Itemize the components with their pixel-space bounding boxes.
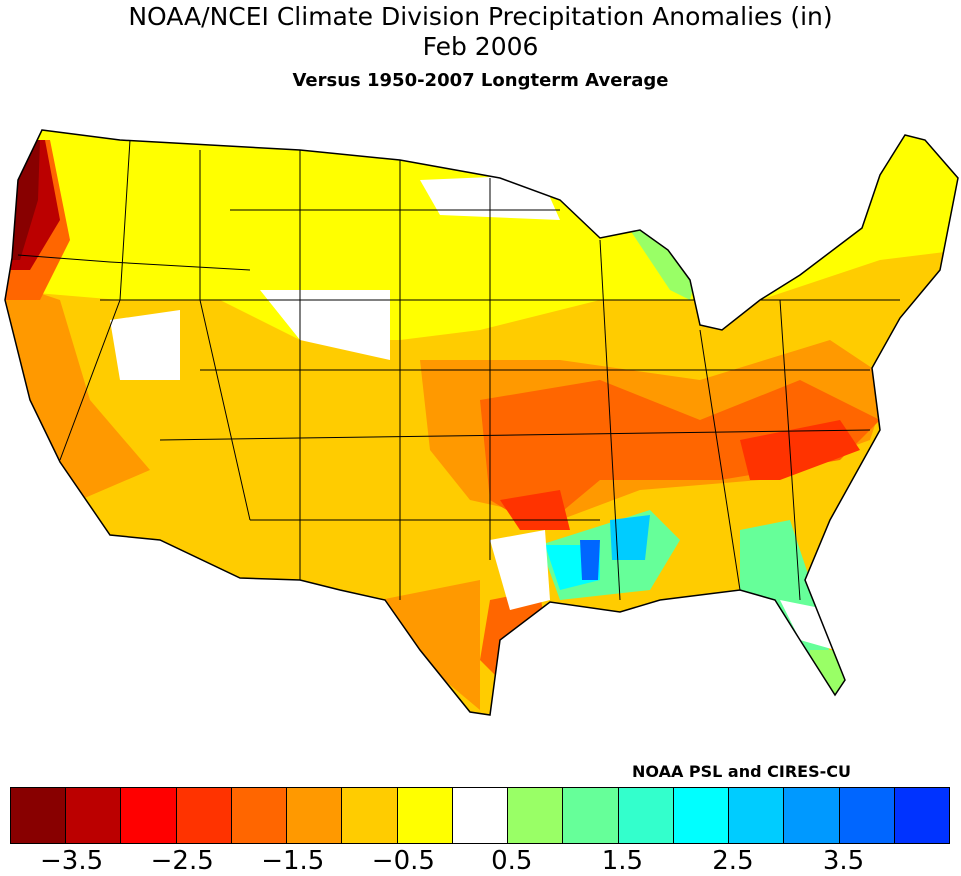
legend-swatch: [563, 788, 619, 843]
map-subtitle-baseline: Versus 1950-2007 Longterm Average: [292, 70, 669, 91]
legend-swatch: [673, 788, 730, 843]
state-boundaries: [17, 139, 900, 601]
legend-swatch: [839, 788, 895, 843]
legend-swatch: [508, 788, 564, 843]
region-south-florida-wet: [810, 650, 845, 700]
legend-swatch: [894, 788, 949, 843]
legend-swatch: [66, 788, 122, 843]
legend-tick-label: −1.5: [261, 846, 325, 876]
region-carolina-very-dry: [740, 420, 860, 480]
legend-tick-label: −3.5: [40, 846, 104, 876]
legend-swatch: [176, 788, 232, 843]
legend-swatch: [784, 788, 840, 843]
legend-swatch: [397, 788, 453, 843]
legend-tick-label: 2.5: [712, 846, 754, 876]
legend-swatch: [452, 788, 509, 843]
us-precip-anomaly-map: [4, 129, 959, 716]
legend-tick-label: 1.5: [601, 846, 644, 876]
legend-swatch: [11, 788, 67, 843]
region-idaho-wyoming-normal: [260, 290, 390, 360]
region-alabama-very-wet: [610, 515, 650, 560]
region-east-texas-normal: [490, 530, 550, 610]
color-legend-bar: [10, 787, 950, 844]
region-extreme-wet: [580, 540, 600, 580]
region-nevada-normal: [110, 310, 180, 380]
legend-swatch: [231, 788, 288, 843]
legend-swatch: [729, 788, 785, 843]
legend-swatch: [618, 788, 674, 843]
legend-swatch: [287, 788, 343, 843]
legend-swatch: [342, 788, 398, 843]
region-south-texas-dry: [380, 580, 480, 710]
map-subtitle: Feb 2006: [422, 32, 539, 61]
legend-tick-label: 0.5: [491, 846, 533, 876]
legend-swatch: [121, 788, 177, 843]
legend-tick-label: 3.5: [822, 846, 865, 876]
credit-text: NOAA PSL and CIRES-CU: [632, 762, 851, 781]
legend-tick-label: −2.5: [150, 846, 214, 876]
map-title: NOAA/NCEI Climate Division Precipitation…: [128, 2, 833, 31]
region-ohio-tennessee-dry: [480, 380, 880, 530]
legend-tick-label: −0.5: [371, 846, 435, 876]
